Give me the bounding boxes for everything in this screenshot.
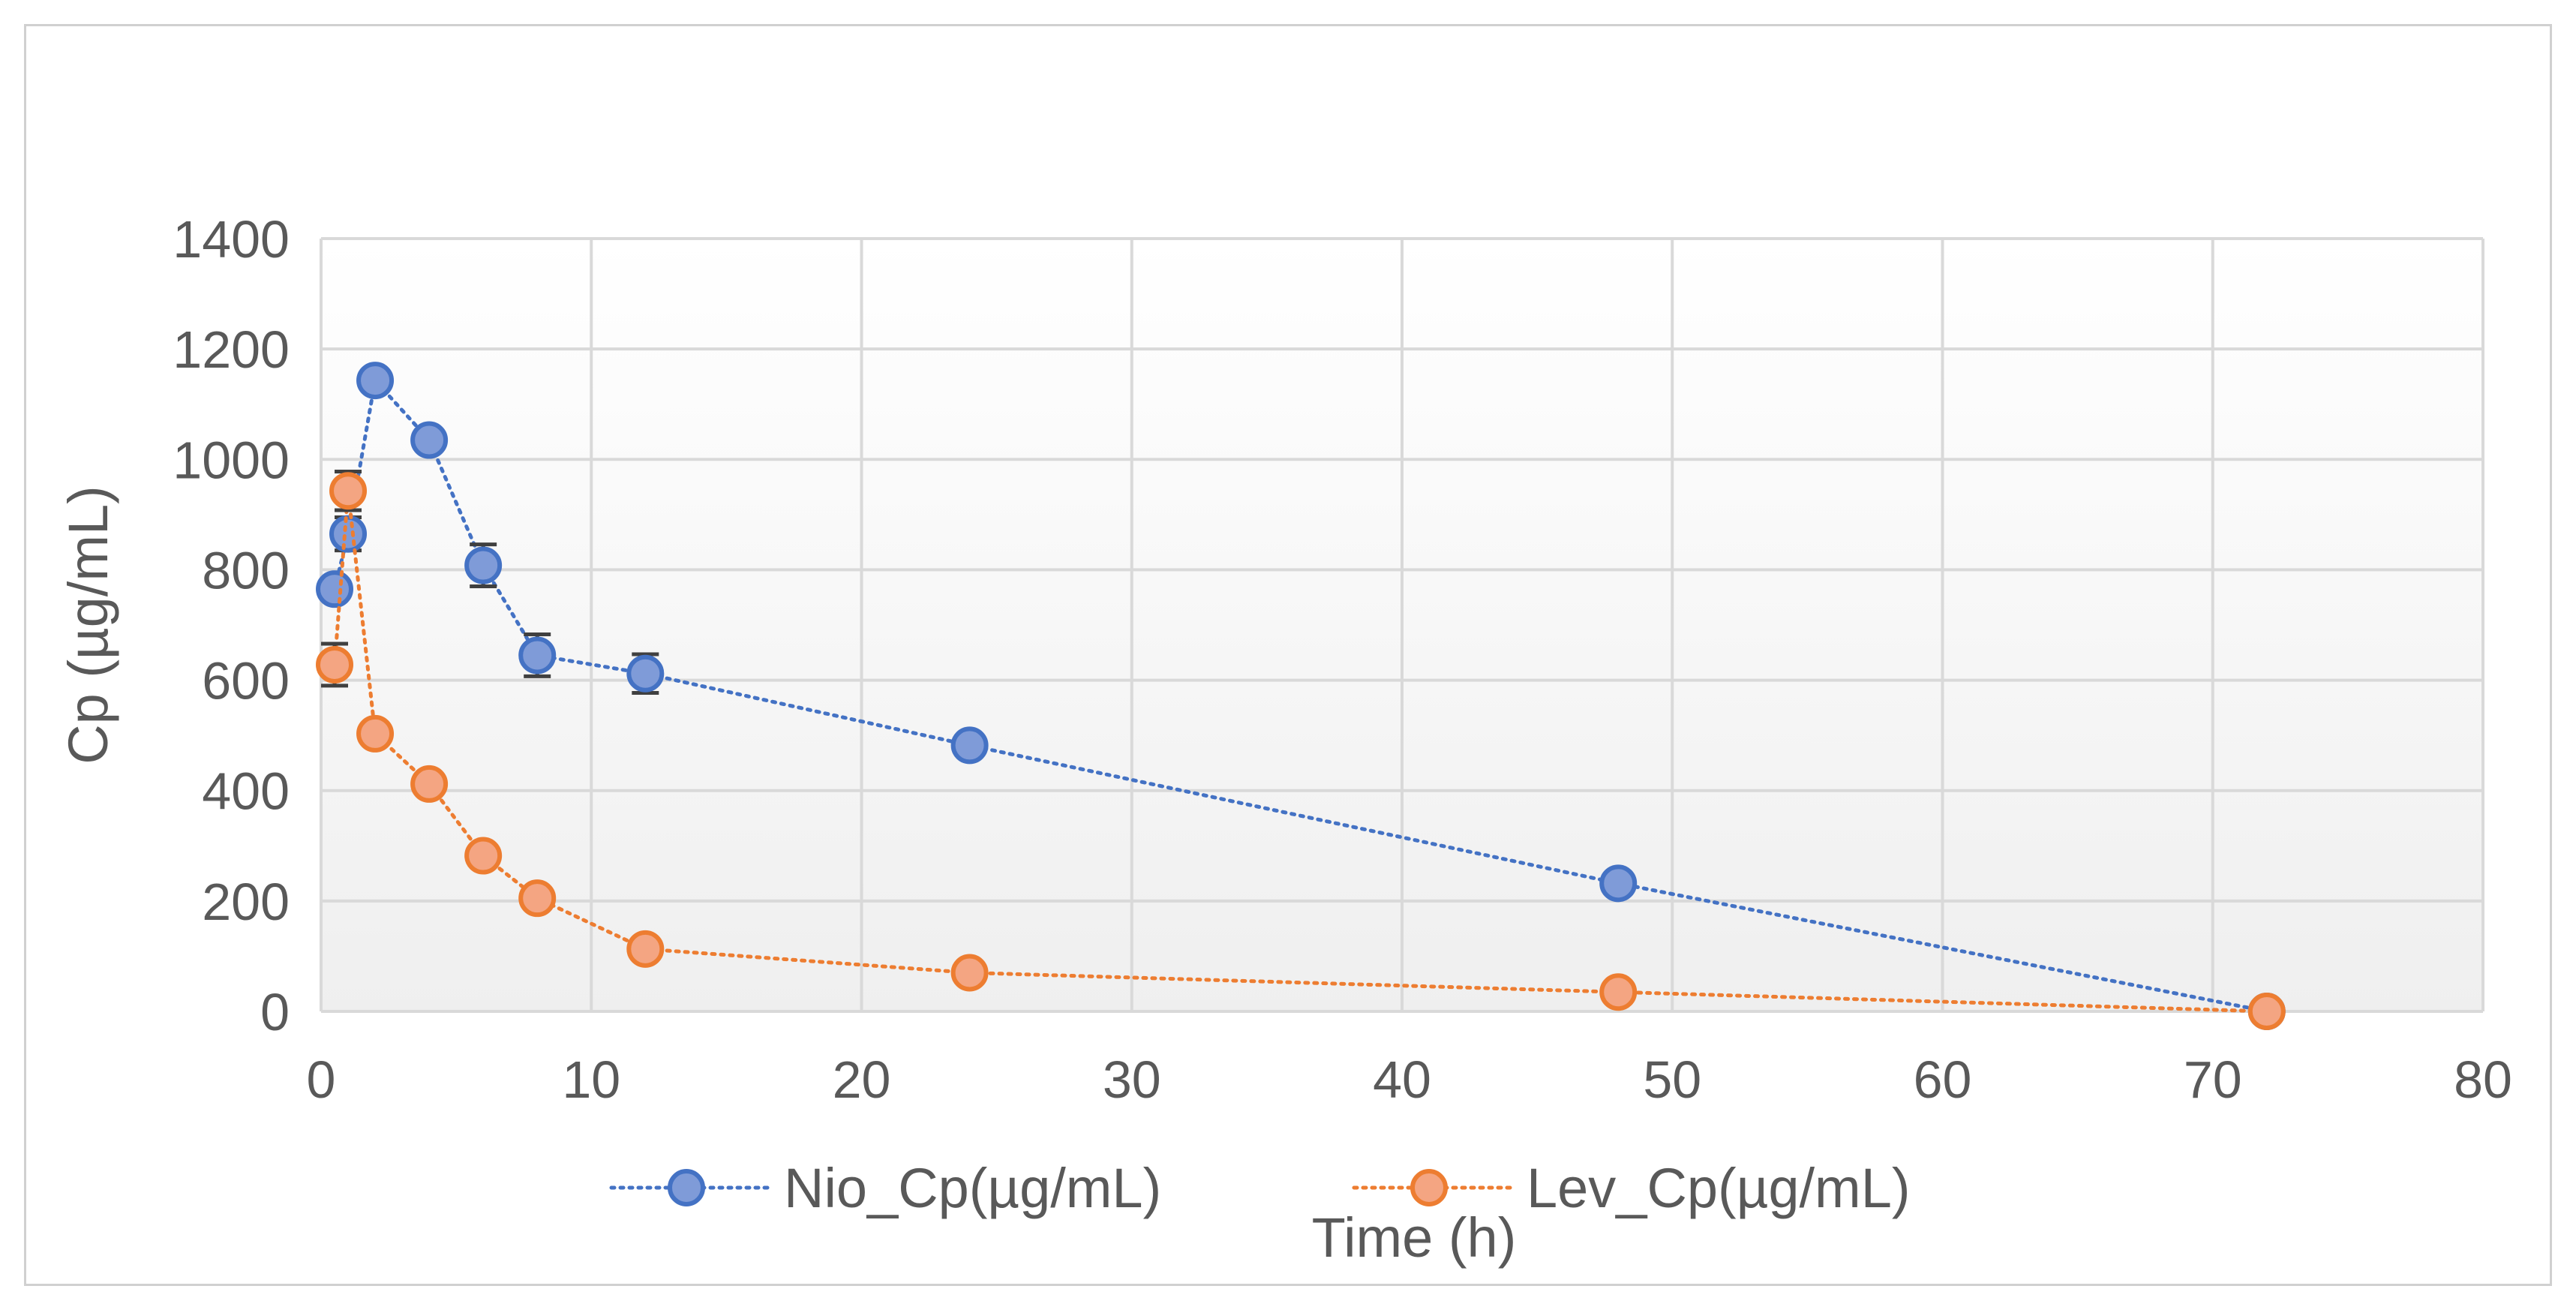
x-tick-label: 40 [1373,1050,1431,1109]
data-point [316,570,354,608]
data-point [518,636,557,675]
y-tick-label: 1200 [173,320,290,379]
x-tick-label: 70 [2184,1050,2242,1109]
series-layer [316,362,2286,1030]
x-tick-label: 10 [562,1050,620,1109]
data-point [316,645,354,684]
data-point [950,954,989,992]
x-tick-label: 0 [307,1050,336,1109]
y-tick-label: 400 [202,762,290,821]
data-point [626,930,665,968]
data-point [1599,973,1638,1011]
y-tick-label: 600 [202,652,290,711]
x-tick-label: 50 [1643,1050,1701,1109]
data-point [518,879,557,918]
data-point [626,654,665,693]
y-tick-label: 0 [260,983,290,1041]
chart-frame: 0 200 400 600 800 1000 1200 1400 0 10 20 30 40 50 60 70… [24,24,2552,1286]
x-axis-title: Time (h) [1312,1206,1517,1269]
legend: Nio_Cp(µg/mL) Lev_Cp(µg/mL) [609,1157,1911,1219]
y-tick-label: 1400 [173,210,290,269]
legend-label: Nio_Cp(µg/mL) [784,1157,1161,1219]
y-tick-label: 200 [202,873,290,931]
series-1 [316,469,2286,1030]
data-point [950,726,989,765]
grid-lines [320,237,2484,1013]
data-point [329,515,368,553]
data-point [410,421,449,459]
series-line [332,490,2269,1014]
chart-svg: 0 200 400 600 800 1000 1200 1400 0 10 20 30 40 50 60 70… [57,210,2512,1269]
series-line [332,376,2269,1014]
x-tick-label: 20 [833,1050,891,1109]
data-point [356,714,395,753]
data-point [329,472,368,510]
data-point [464,546,503,584]
legend-marker [1410,1169,1448,1206]
x-tick-label: 30 [1103,1050,1161,1109]
legend-item-0: Nio_Cp(µg/mL) [609,1157,1161,1219]
x-tick-label: 80 [2454,1050,2512,1109]
y-tick-label: 800 [202,541,290,599]
data-point [1599,864,1638,903]
axes: 0 200 400 600 800 1000 1200 1400 0 10 20 30 40 50 60 70… [173,210,2512,1109]
legend-marker [668,1169,705,1206]
legend-label: Lev_Cp(µg/mL) [1527,1157,1911,1219]
y-tick-label: 1000 [173,431,290,489]
data-point [464,837,503,875]
y-axis-title: Cp (µg/mL) [57,485,119,765]
data-point [2247,993,2286,1030]
legend-item-1: Lev_Cp(µg/mL) [1352,1157,1911,1219]
data-point [410,765,449,803]
x-tick-label: 60 [1914,1050,1972,1109]
data-point [356,362,395,400]
